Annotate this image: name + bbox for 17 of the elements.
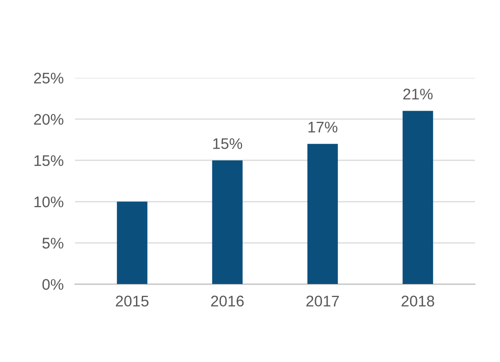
bar [116,202,148,284]
y-tick-label: 15% [34,155,64,166]
bar [307,144,338,284]
data-label: 21% [403,88,433,100]
y-tick-label: 20% [34,114,64,125]
data-label: 17% [308,122,338,132]
bar [402,110,434,284]
y-tick-label: 10% [34,196,64,208]
y-tick-label: 0% [42,279,64,290]
x-tick-label: 2017 [306,296,339,307]
y-tick-label: 25% [34,72,64,84]
data-label: 15% [213,138,242,150]
x-tick-label: 2018 [402,296,434,307]
x-tick-label: 2016 [211,296,244,307]
y-tick-label: 5% [42,238,64,249]
bar [212,160,243,284]
x-tick-label: 2015 [116,296,148,307]
